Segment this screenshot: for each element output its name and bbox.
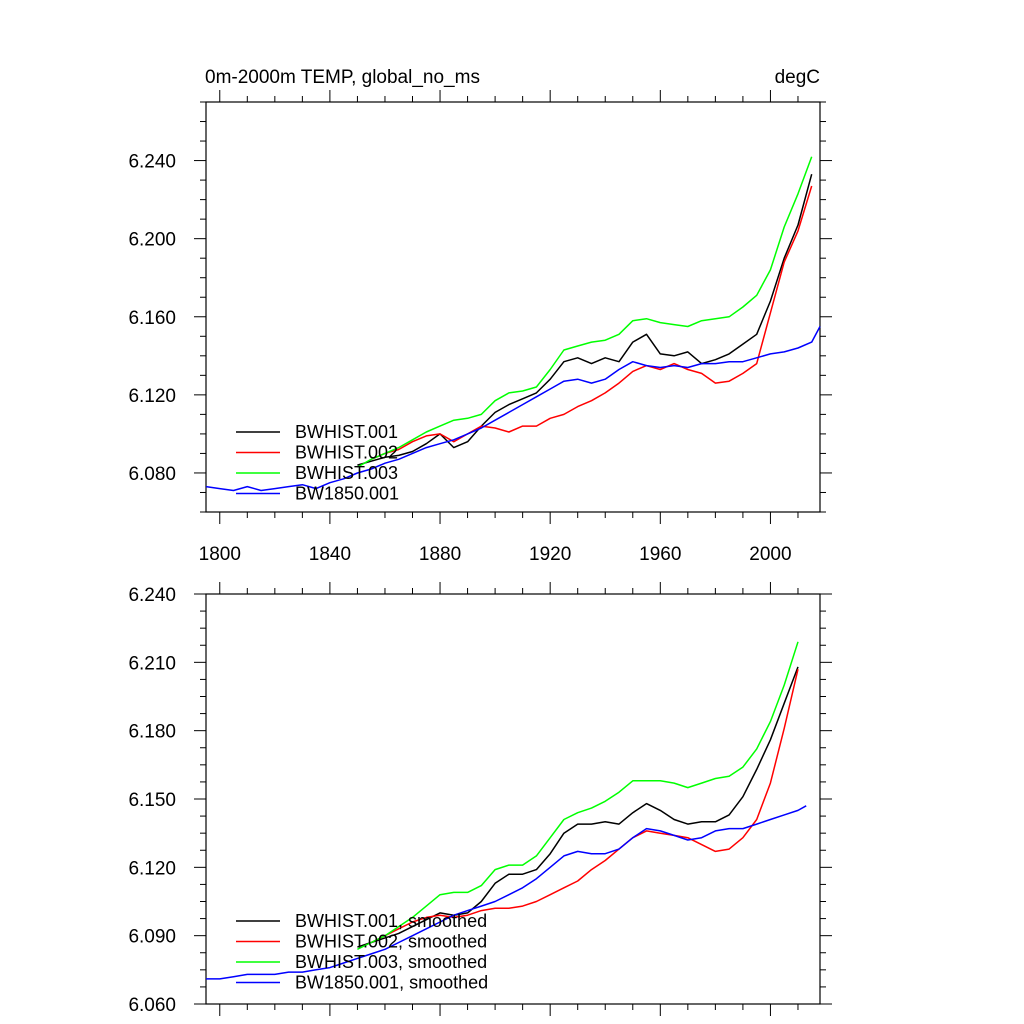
series-line (206, 805, 807, 980)
x-tick-label: 1960 (639, 544, 681, 565)
x-tick-label: 1800 (199, 544, 241, 565)
legend-label: BWHIST.001, smoothed (295, 911, 487, 931)
x-tick-label: 2000 (749, 544, 791, 565)
y-tick-label: 6.160 (128, 308, 176, 329)
bottom-panel: 6.060 6.090 6.120 6.150 6.180 6.210 6.240 BWHIS… (128, 582, 832, 1016)
series-line (357, 666, 799, 948)
series-line (357, 641, 799, 950)
y-tick-label: 6.150 (128, 790, 176, 811)
legend-label: BW1850.001 (295, 484, 399, 504)
series-line (357, 156, 813, 468)
legend-label: BWHIST.001 (295, 422, 398, 442)
series-line (370, 669, 799, 944)
series-line (205, 326, 821, 492)
top-panel: 0m-2000m TEMP, global_no_ms degC 1800 184… (128, 67, 832, 565)
y-tick-label: 6.180 (128, 722, 176, 743)
x-tick-label: 1840 (309, 544, 351, 565)
x-tick-label: 1920 (529, 544, 571, 565)
y-tick-label: 6.240 (128, 585, 176, 606)
y-tick-label: 6.080 (128, 464, 176, 485)
y-tick-label: 6.200 (128, 230, 176, 251)
series-line (370, 185, 813, 460)
legend-label: BW1850.001, smoothed (295, 973, 488, 993)
legend-label: BWHIST.003 (295, 463, 398, 483)
x-tick-label: 1880 (419, 544, 461, 565)
units-label: degC (775, 67, 820, 88)
y-tick-label: 6.240 (128, 152, 176, 173)
legend-label: BWHIST.002, smoothed (295, 932, 487, 952)
plot-frame (205, 101, 821, 513)
legend-label: BWHIST.002 (295, 443, 398, 463)
y-tick-label: 6.090 (128, 927, 176, 948)
y-tick-label: 6.060 (128, 995, 176, 1016)
series-line (357, 174, 813, 466)
legend-label: BWHIST.003, smoothed (295, 952, 487, 972)
y-tick-label: 6.120 (128, 386, 176, 407)
y-tick-label: 6.210 (128, 653, 176, 674)
y-tick-label: 6.120 (128, 858, 176, 879)
chart-title: 0m-2000m TEMP, global_no_ms (205, 67, 480, 88)
